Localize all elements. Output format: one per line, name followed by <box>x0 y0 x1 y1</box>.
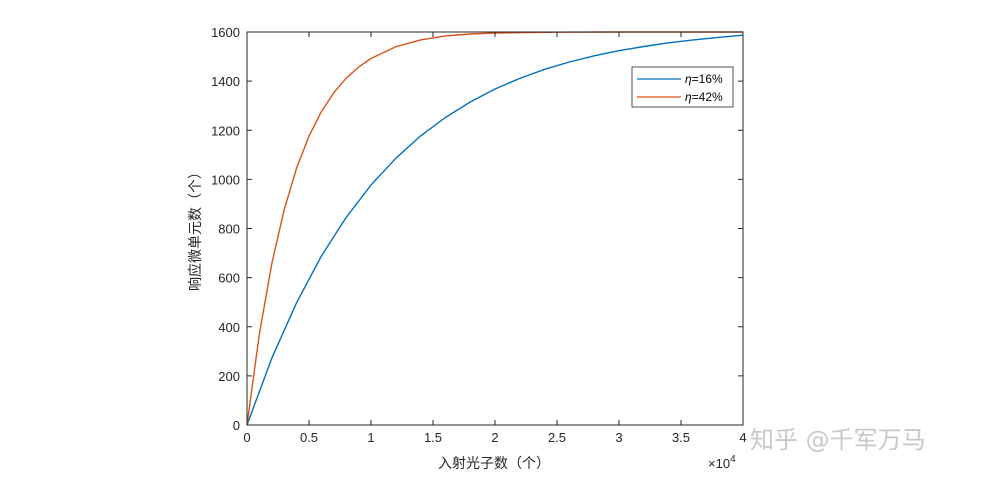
y-axis: 0 200 400 600 800 1000 1200 1400 1600 <box>211 25 743 433</box>
y-tick-label: 600 <box>218 271 240 286</box>
y-tick-label: 800 <box>218 222 240 237</box>
legend-label-series-1: η=16% <box>685 72 723 86</box>
x-tick-label: 3.5 <box>672 430 690 445</box>
x-tick-label: 2 <box>491 430 498 445</box>
x-axis-title: 入射光子数（个） <box>438 456 550 472</box>
watermark: 知乎 @千军万马 <box>750 426 926 454</box>
x-tick-label: 0 <box>243 430 250 445</box>
legend-eta-symbol-1: η <box>685 72 692 86</box>
legend-value-2: =42% <box>692 90 723 104</box>
x-multiplier-exponent: 4 <box>730 454 736 465</box>
y-tick-label: 400 <box>218 320 240 335</box>
y-tick-label: 1600 <box>211 25 240 40</box>
x-tick-label: 0.5 <box>300 430 318 445</box>
x-multiplier-base: ×10 <box>708 456 730 471</box>
legend-value-1: =16% <box>692 72 723 86</box>
legend-eta-symbol-2: η <box>685 90 692 104</box>
series-line-1 <box>246 34 744 426</box>
y-axis-title: 响应微单元数（个） <box>187 165 204 291</box>
x-tick-label: 4 <box>739 430 746 445</box>
x-tick-label: 3 <box>615 430 622 445</box>
y-tick-label: 1400 <box>211 74 240 89</box>
x-tick-label: 1 <box>367 430 374 445</box>
x-axis: 0 0.5 1 1.5 2 2.5 3 3.5 4 <box>243 32 747 445</box>
x-tick-label: 2.5 <box>548 430 566 445</box>
x-tick-label: 1.5 <box>424 430 442 445</box>
legend-label-series-2: η=42% <box>685 90 723 104</box>
y-tick-label: 0 <box>233 418 240 433</box>
legend: η=16% η=42% <box>631 66 734 108</box>
legend-box <box>631 66 734 108</box>
y-tick-label: 1000 <box>211 172 240 187</box>
y-tick-label: 1200 <box>211 123 240 138</box>
x-axis-multiplier: ×104 <box>708 454 736 471</box>
y-tick-label: 200 <box>218 369 240 384</box>
